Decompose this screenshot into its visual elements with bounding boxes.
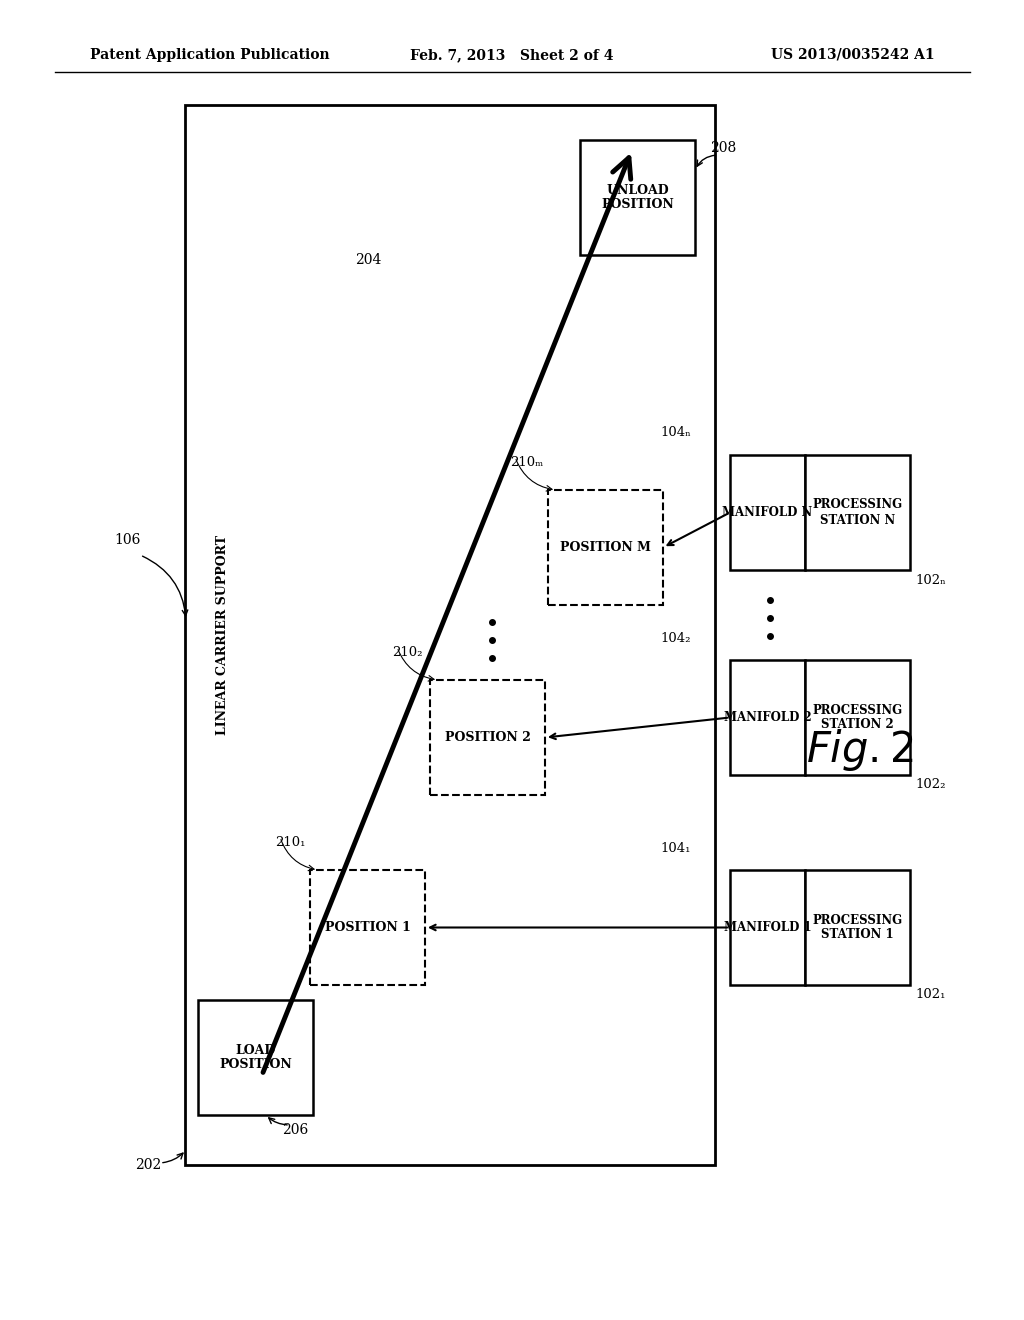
Bar [730,870,805,985]
Text: MANIFOLD 2: MANIFOLD 2 [724,711,811,723]
Text: 104₁: 104₁ [660,842,690,854]
Text: Patent Application Publication: Patent Application Publication [90,48,330,62]
Text: 102ₙ: 102ₙ [915,573,946,586]
Text: POSITION 1: POSITION 1 [325,921,411,935]
Text: 104ₙ: 104ₙ [660,426,691,440]
Text: POSITION M: POSITION M [560,541,651,554]
Text: LOAD
POSITION: LOAD POSITION [219,1044,292,1072]
Bar [548,490,663,605]
Bar [430,680,545,795]
Bar [805,455,910,570]
Bar [730,660,805,775]
Text: UNLOAD
POSITION: UNLOAD POSITION [601,183,674,211]
Bar [805,870,910,985]
Text: MANIFOLD 1: MANIFOLD 1 [724,921,811,935]
Text: POSITION 2: POSITION 2 [444,731,530,744]
Text: 210₂: 210₂ [392,645,423,659]
Text: PROCESSING
STATION 2: PROCESSING STATION 2 [812,704,902,731]
Bar [580,140,695,255]
Bar [805,660,910,775]
Text: 102₁: 102₁ [915,989,945,1002]
Bar [730,455,805,570]
Text: 106: 106 [115,533,141,546]
Text: Feb. 7, 2013   Sheet 2 of 4: Feb. 7, 2013 Sheet 2 of 4 [411,48,613,62]
Text: PROCESSING
STATION 1: PROCESSING STATION 1 [812,913,902,941]
Bar [198,1001,313,1115]
Text: 208: 208 [710,141,736,154]
Text: $\it{Fig. 2}$: $\it{Fig. 2}$ [806,727,913,774]
Text: 102₂: 102₂ [915,779,945,792]
Text: LINEAR CARRIER SUPPORT: LINEAR CARRIER SUPPORT [216,535,229,735]
Bar [185,106,715,1166]
Text: 204: 204 [355,253,381,267]
Text: 104₂: 104₂ [660,631,690,644]
Text: 210ₘ: 210ₘ [510,455,544,469]
Text: 206: 206 [282,1123,308,1137]
Bar [310,870,425,985]
Text: MANIFOLD N: MANIFOLD N [722,506,813,519]
Text: 210₁: 210₁ [275,836,305,849]
Text: US 2013/0035242 A1: US 2013/0035242 A1 [771,48,935,62]
Text: 202: 202 [135,1158,161,1172]
Text: PROCESSING
STATION N: PROCESSING STATION N [812,499,902,527]
